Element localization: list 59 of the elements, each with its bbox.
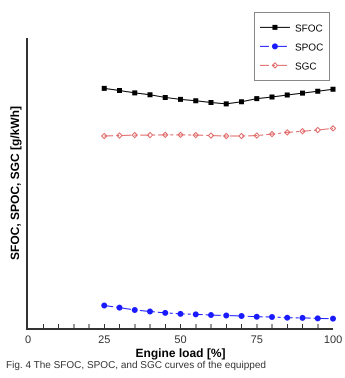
point: [178, 310, 184, 317]
point: [132, 132, 138, 138]
point: [284, 129, 290, 136]
point: [177, 132, 184, 138]
point: [223, 312, 230, 319]
point: [132, 307, 138, 314]
point: [330, 125, 336, 132]
point: [223, 132, 230, 140]
legend-label: SGC: [294, 61, 317, 72]
point: [254, 132, 260, 139]
point: [208, 132, 214, 139]
point: [162, 94, 168, 100]
point: [330, 316, 336, 322]
point: [268, 131, 276, 138]
point: [162, 310, 168, 316]
point: [300, 314, 306, 321]
point: [208, 312, 214, 318]
point: [193, 98, 198, 104]
point: [284, 314, 290, 321]
x-tick-label: 50: [174, 334, 187, 346]
point: [147, 308, 153, 314]
y-axis-title: SFOC, SPOC, SGC [g/kWh]: [8, 106, 22, 260]
x-axis-title: Engine load [%]: [136, 346, 226, 360]
x-tick-label: 25: [98, 334, 110, 346]
x-tick-label: 100: [324, 334, 342, 346]
point: [315, 88, 320, 94]
x-tick-label: 0: [24, 334, 32, 346]
point: [314, 126, 321, 134]
x-tick-label: 75: [250, 334, 263, 346]
legend-label: SFOC: [294, 23, 323, 34]
point: [132, 90, 138, 96]
point: [330, 86, 336, 92]
point: [239, 99, 244, 104]
legend-label: SPOC: [294, 42, 324, 54]
point: [102, 86, 107, 91]
point: [192, 311, 199, 318]
point: [162, 132, 168, 138]
point: [101, 132, 108, 140]
point: [178, 96, 183, 102]
point: [300, 90, 305, 96]
point: [224, 101, 229, 106]
point: [269, 314, 275, 320]
point: [146, 132, 154, 138]
point: [116, 304, 122, 311]
point: [284, 92, 290, 98]
point: [238, 132, 245, 140]
point: [208, 100, 214, 105]
caption: Fig. 4 The SFOC, SPOC, and SGC curves of the equipped: [6, 360, 266, 371]
point: [254, 314, 260, 320]
point: [299, 128, 306, 134]
point: [116, 132, 123, 139]
point: [238, 313, 244, 320]
point: [148, 92, 152, 98]
point: [117, 88, 122, 93]
point: [192, 132, 199, 138]
point: [101, 302, 108, 308]
point: [314, 315, 321, 322]
point: [254, 96, 260, 102]
point: [270, 94, 274, 100]
